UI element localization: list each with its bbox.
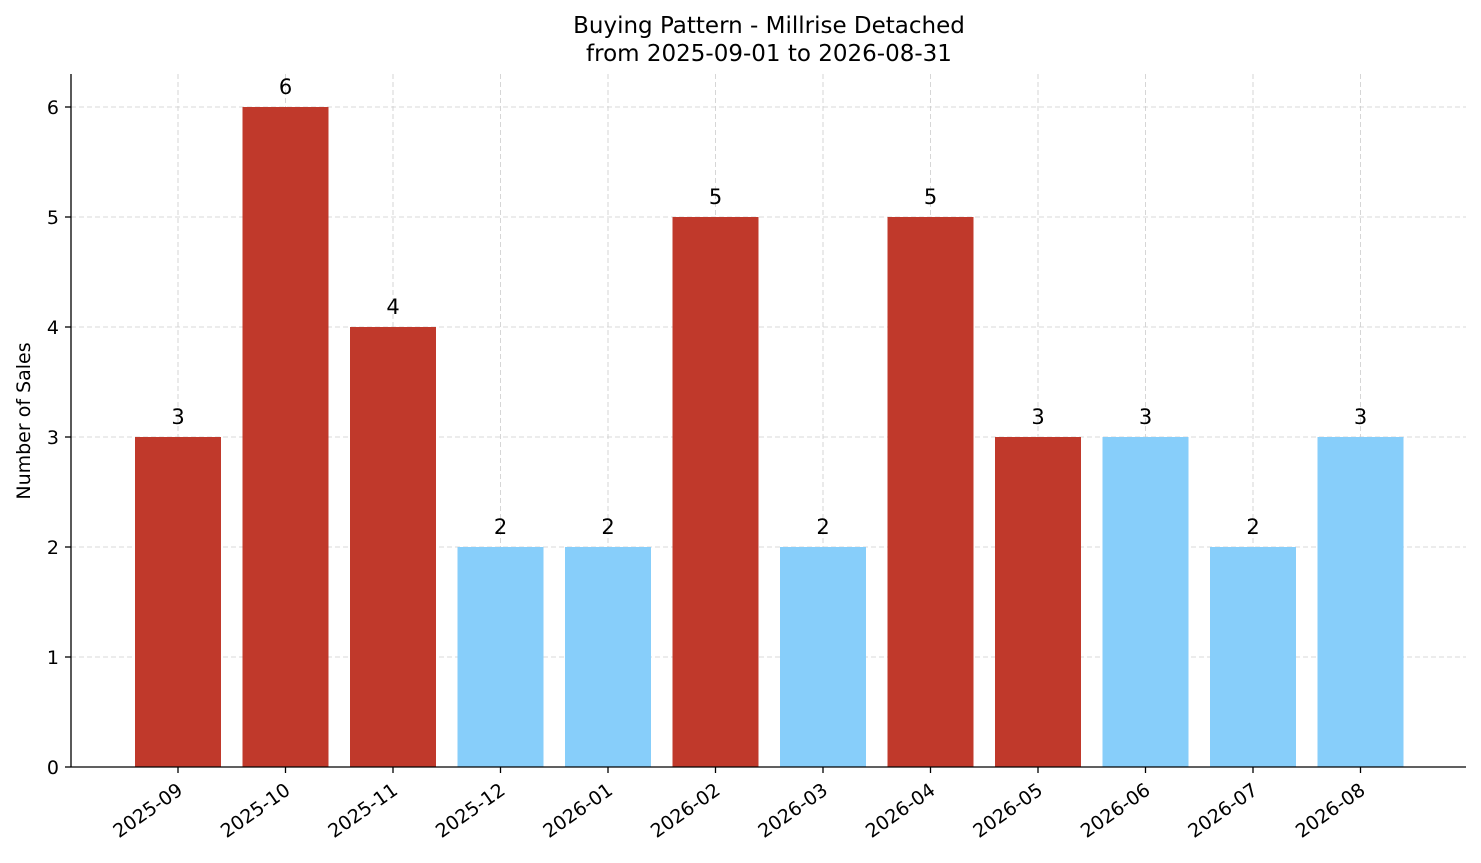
y-tick-label: 6 xyxy=(47,97,59,119)
bar-2025-10 xyxy=(242,107,329,767)
x-tick-label: 2026-01 xyxy=(539,779,617,843)
y-tick-label: 2 xyxy=(47,537,59,559)
bar-value-label: 3 xyxy=(171,405,184,429)
bar-2026-08 xyxy=(1317,437,1404,767)
bar-value-label: 6 xyxy=(279,75,292,99)
x-tick-label: 2026-04 xyxy=(862,779,940,843)
x-tick-label: 2026-08 xyxy=(1292,779,1370,843)
bar-2026-03 xyxy=(780,547,866,767)
bar-value-label: 3 xyxy=(1031,405,1044,429)
bar-2025-09 xyxy=(135,437,221,767)
y-tick-label: 0 xyxy=(47,757,59,779)
chart-title: Buying Pattern - Millrise Detached xyxy=(573,13,965,39)
bar-value-label: 2 xyxy=(601,515,614,539)
bar-2026-04 xyxy=(887,217,974,767)
x-tick-label: 2026-05 xyxy=(969,779,1047,843)
bar-value-label: 2 xyxy=(1246,515,1259,539)
bars xyxy=(135,107,1404,767)
chart-subtitle: from 2025-09-01 to 2026-08-31 xyxy=(586,41,952,67)
bar-2026-05 xyxy=(995,437,1081,767)
y-axis-label: Number of Sales xyxy=(13,342,35,499)
bar-2025-12 xyxy=(457,547,544,767)
axes xyxy=(65,74,1466,773)
x-tick-label: 2026-06 xyxy=(1077,779,1155,843)
x-tick-label: 2025-11 xyxy=(324,779,402,843)
x-tick-label: 2026-03 xyxy=(754,779,832,843)
bar-2026-06 xyxy=(1102,437,1189,767)
y-tick-label: 3 xyxy=(47,427,59,449)
x-tick-label: 2026-02 xyxy=(647,779,725,843)
bar-value-label: 4 xyxy=(386,295,399,319)
bar-2026-02 xyxy=(672,217,759,767)
bar-value-label: 2 xyxy=(816,515,829,539)
bar-value-label: 2 xyxy=(494,515,507,539)
x-tick-label: 2026-07 xyxy=(1184,779,1262,843)
y-tick-label: 1 xyxy=(47,647,59,669)
x-tick-label: 2025-12 xyxy=(432,779,510,843)
y-tick-label: 5 xyxy=(47,207,59,229)
bar-value-label: 3 xyxy=(1139,405,1152,429)
bar-2025-11 xyxy=(350,327,436,767)
bar-value-label: 5 xyxy=(924,185,937,209)
x-tick-label: 2025-10 xyxy=(217,779,295,843)
x-tick-label: 2025-09 xyxy=(109,779,187,843)
bar-value-label: 3 xyxy=(1354,405,1367,429)
bar-value-label: 5 xyxy=(709,185,722,209)
bar-2026-07 xyxy=(1210,547,1296,767)
y-tick-label: 4 xyxy=(47,317,59,339)
bar-2026-01 xyxy=(565,547,651,767)
